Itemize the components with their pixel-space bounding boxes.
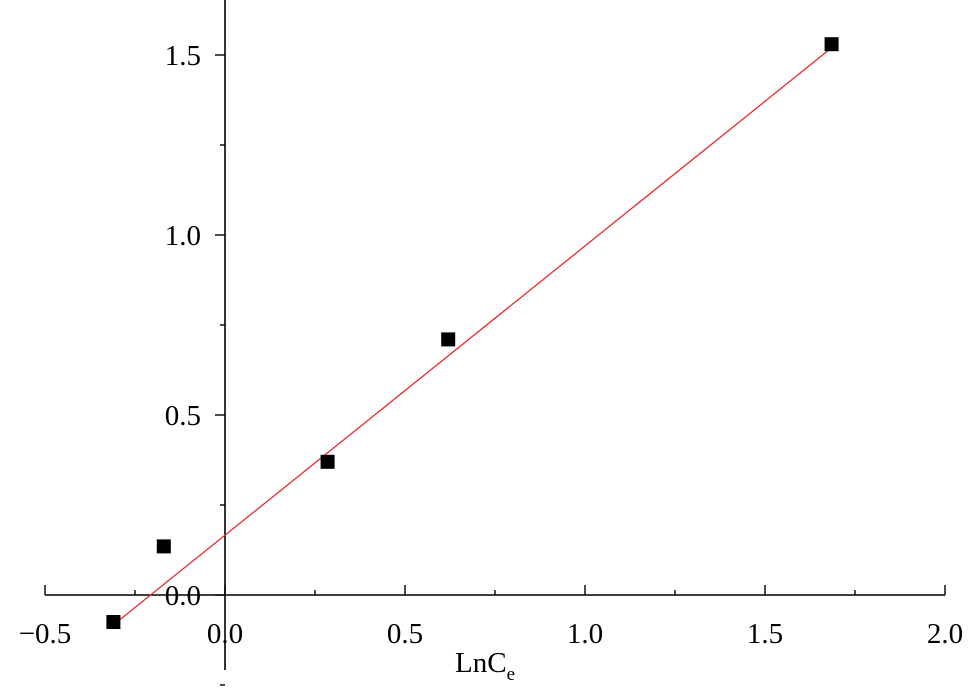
axes bbox=[45, 0, 945, 670]
data-point bbox=[156, 539, 171, 554]
x-axis-label-subscript: e bbox=[507, 664, 515, 685]
ticks bbox=[44, 54, 946, 686]
x-tick-label: 1.5 bbox=[747, 618, 783, 650]
fit-line-group bbox=[112, 47, 833, 626]
y-tick-label: 1.5 bbox=[165, 40, 201, 72]
x-tick-label: 2.0 bbox=[927, 618, 963, 650]
data-point bbox=[106, 615, 121, 629]
data-point bbox=[824, 37, 839, 52]
x-axis-label-main: LnC bbox=[455, 647, 507, 679]
x-tick-label: −0.5 bbox=[19, 618, 72, 650]
y-tick-label: 1.0 bbox=[165, 220, 201, 252]
data-points bbox=[106, 37, 839, 629]
data-point bbox=[441, 332, 456, 347]
x-tick-label: 1.0 bbox=[567, 618, 603, 650]
x-tick-label: 0.5 bbox=[387, 618, 423, 650]
tick-labels: −0.5 0.0 0.5 1.0 1.5 2.0 0.0 0.5 1.0 1.5 bbox=[19, 40, 963, 650]
x-tick-label: 0.0 bbox=[207, 618, 243, 650]
x-axis-label: LnCe bbox=[455, 647, 515, 685]
y-tick-label: 0.0 bbox=[165, 580, 201, 612]
data-point bbox=[320, 454, 335, 469]
linear-fit-line bbox=[112, 47, 833, 626]
y-tick-label: 0.5 bbox=[165, 400, 201, 432]
